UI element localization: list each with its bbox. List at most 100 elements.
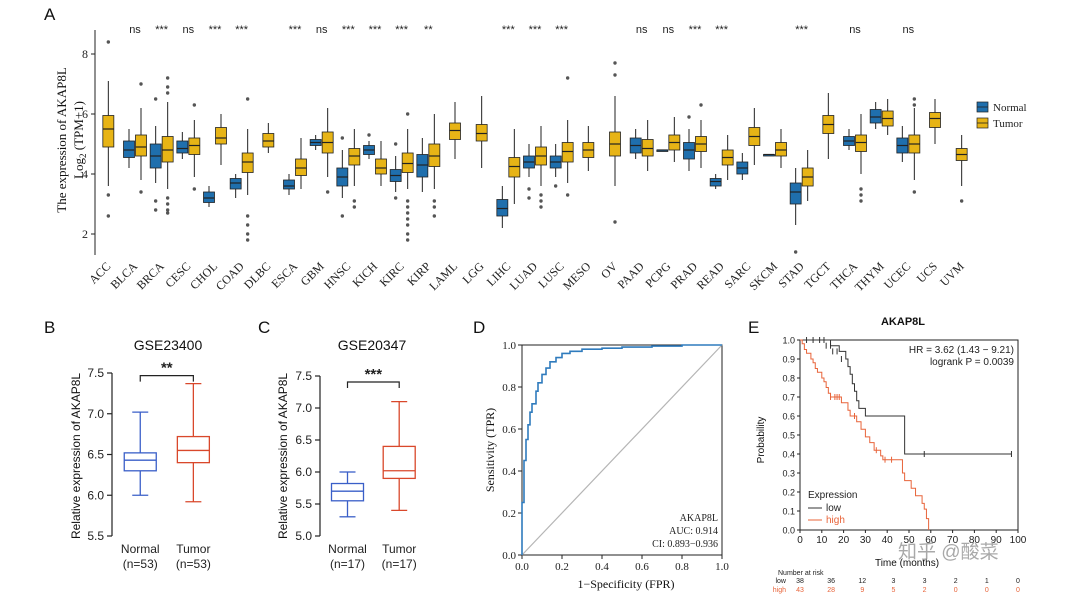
outlier-point [859, 199, 863, 203]
box-tumor [295, 158, 307, 176]
x-tick-label: ESCA [269, 259, 301, 291]
box-group-laml [449, 102, 461, 159]
risk-table-cell: 0 [1016, 578, 1020, 585]
risk-table-cell: 12 [858, 578, 866, 585]
panel-c-title: GSE20347 [338, 337, 407, 353]
outlier-point [539, 199, 543, 203]
x-tick-label: PCPG [642, 259, 673, 290]
outlier-point [859, 187, 863, 191]
outlier-point [106, 40, 111, 44]
roc-curve [521, 344, 722, 555]
risk-table-cell: 3 [923, 578, 927, 585]
sample-size-label: (n=53) [176, 557, 211, 571]
x-tick-label: 0 [797, 535, 803, 546]
y-tick-label: 7.5 [295, 369, 312, 383]
x-tick-label: BRCA [134, 259, 167, 292]
outlier-point [165, 91, 170, 95]
box-group-kirc [389, 112, 414, 242]
significance-label: *** [689, 24, 703, 36]
box-group-kich [363, 133, 387, 186]
y-tick-label: 0.2 [502, 508, 516, 520]
y-tick-label: 0.2 [782, 488, 795, 498]
x-tick-label: 1.0 [715, 561, 729, 573]
outlier-point [405, 223, 410, 227]
auc-annotation: AKAP8L [680, 513, 718, 524]
y-tick-label: 1.0 [782, 336, 795, 346]
box-tumor [475, 124, 488, 142]
risk-table-cell: 38 [796, 578, 804, 585]
box-group-brca [149, 76, 174, 215]
outlier-point [405, 205, 410, 209]
x-tick-label: LUAD [507, 259, 541, 293]
box-group-uvm [955, 135, 968, 203]
x-tick-label: 100 [1010, 535, 1027, 546]
x-tick-label: LGG [459, 259, 487, 287]
panel-b-label: B [44, 318, 55, 337]
outlier-point [613, 73, 617, 77]
box-normal [416, 154, 429, 178]
panel-a-label: A [44, 5, 56, 24]
box-group-chol [203, 114, 227, 207]
box-group-gbm [309, 108, 334, 194]
risk-table-cell: 36 [827, 578, 835, 585]
significance-label: ** [161, 360, 173, 377]
risk-table-cell: 9 [860, 587, 864, 594]
box-body [123, 452, 157, 472]
box-group-ov [609, 61, 621, 224]
x-tick-label: Normal [121, 542, 160, 556]
x-tick-label: MESO [560, 259, 594, 293]
outlier-point [432, 205, 437, 209]
box-group-meso [582, 126, 595, 171]
outlier-point [613, 220, 617, 224]
panel-c-boxplot: C GSE20347 Relative expression of AKAP8L… [258, 318, 417, 571]
box-group-lusc [549, 76, 574, 197]
watermark-text: 知乎 @酸菜 [898, 541, 999, 563]
box-group-tgct [822, 93, 835, 159]
outlier-point [139, 82, 143, 86]
legend-title: Expression [808, 490, 857, 501]
x-tick-label: Tumor [176, 542, 210, 556]
outlier-point [153, 97, 158, 101]
outlier-point [245, 214, 250, 218]
y-tick-label: 5.5 [87, 529, 104, 543]
y-tick-label: 0.4 [782, 450, 795, 460]
significance-label: *** [235, 24, 249, 36]
legend-label-normal: Normal [993, 102, 1027, 114]
box-tumor [641, 139, 654, 157]
outlier-point [613, 61, 617, 65]
significance-label: ns [849, 24, 861, 36]
x-tick-label: 70 [947, 535, 959, 546]
outlier-point [539, 205, 543, 209]
panel-e-survival-curve: E AKAP8L Probability Time (months) 0 10 20… [748, 316, 1027, 594]
box-group-dlbc [262, 123, 275, 153]
panel-d-roc-curve: D 0.0 0.2 0.4 0.6 0.8 1.0 0.0 0.2 0.4 0.6 0.8 1.0 AK… [473, 318, 729, 591]
significance-label: *** [502, 24, 516, 36]
box-tumor [775, 142, 787, 157]
y-tick-label: 6.5 [295, 433, 312, 447]
box-body [330, 482, 365, 502]
box-tumor [929, 112, 941, 128]
outlier-point [367, 133, 371, 137]
panel-d-label: D [473, 318, 485, 337]
x-tick-label: BLCA [108, 259, 141, 292]
y-tick-label: 7.0 [295, 401, 312, 415]
x-tick-label: UCS [914, 259, 940, 285]
outlier-point [959, 199, 964, 203]
box-group-luad [523, 126, 547, 209]
outlier-point [393, 196, 398, 200]
box-group-paad [629, 120, 654, 171]
significance-label: ns [663, 24, 675, 36]
significance-label: *** [155, 24, 169, 36]
outlier-point [352, 199, 357, 203]
legend-label-tumor: Tumor [993, 118, 1023, 130]
outlier-point [405, 112, 410, 116]
outlier-point [165, 76, 170, 80]
y-tick-label: 0.9 [782, 355, 795, 365]
y-tick-label: 6.0 [87, 488, 104, 502]
box-normal [229, 178, 242, 190]
panel-b-y-axis-label: Relative expression of AKAP8L [69, 373, 83, 539]
x-tick-label: SKCM [746, 259, 780, 293]
y-tick-label: 7.0 [87, 407, 104, 421]
outlier-point [912, 97, 917, 101]
